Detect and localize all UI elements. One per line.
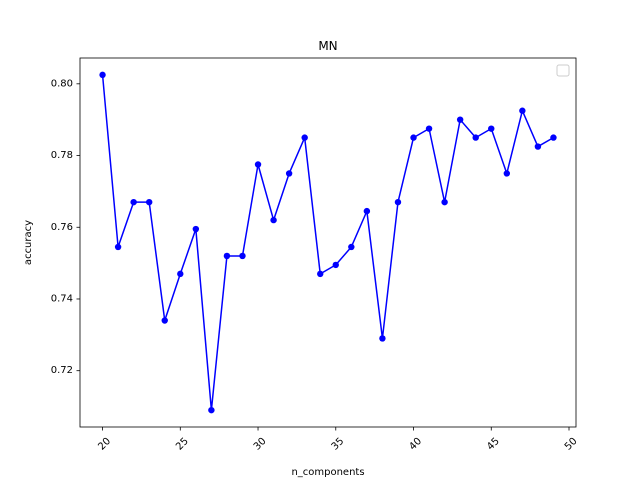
data-point <box>425 125 433 132</box>
data-point <box>99 71 106 79</box>
data-point <box>254 161 262 168</box>
data-point <box>114 243 122 251</box>
plot-area <box>80 58 576 427</box>
data-point <box>394 198 402 206</box>
data-point <box>410 134 417 141</box>
data-point <box>332 261 339 269</box>
data-point <box>363 207 371 215</box>
data-point <box>192 225 200 233</box>
data-point <box>145 198 153 206</box>
data-point <box>488 125 495 132</box>
data-point <box>208 406 215 414</box>
data-point <box>223 252 231 260</box>
data-point <box>177 270 184 278</box>
data-point <box>161 317 168 324</box>
y-tick-label: 0.76 <box>51 222 73 233</box>
plot-frame <box>79 57 577 428</box>
y-axis-label: accuracy <box>23 220 34 265</box>
data-point <box>301 134 308 141</box>
x-axis-label: n_components <box>291 467 364 478</box>
series-layer <box>99 71 557 414</box>
data-point <box>472 134 479 141</box>
data-point <box>317 270 324 278</box>
data-point <box>534 143 542 150</box>
y-axis-ticks: 0.72 0.74 0.76 0.78 0.80 <box>51 78 80 376</box>
chart-title: MN <box>318 39 337 53</box>
data-point <box>456 116 464 123</box>
data-point <box>239 252 246 260</box>
y-tick-label: 0.80 <box>51 78 73 89</box>
y-tick-label: 0.74 <box>51 293 73 304</box>
legend-box <box>556 64 570 77</box>
data-point <box>503 170 511 177</box>
data-point <box>519 107 526 114</box>
data-point <box>130 198 137 206</box>
y-tick-label: 0.72 <box>51 365 73 376</box>
legend <box>556 64 570 77</box>
data-point <box>379 335 386 342</box>
data-point <box>441 198 448 206</box>
data-point <box>270 216 277 224</box>
y-tick-label: 0.78 <box>51 150 73 161</box>
data-point <box>285 170 293 177</box>
data-point <box>550 134 557 141</box>
data-point <box>348 243 355 251</box>
